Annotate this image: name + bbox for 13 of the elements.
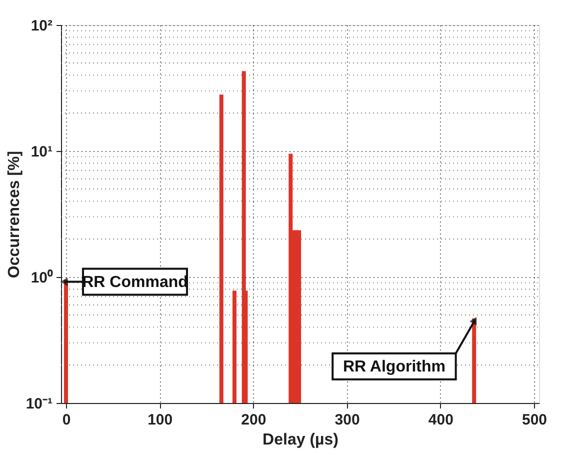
annotation: RR Algorithm <box>342 358 446 376</box>
x-tick-label: 200 <box>241 412 266 428</box>
y-tick-label: 10⁻¹ <box>26 396 52 412</box>
y-axis-title: Occurrences [%] <box>6 150 23 278</box>
y-tick-label: 10⁰ <box>30 268 54 286</box>
x-tick-label: 0 <box>62 412 71 428</box>
x-tick-label: 300 <box>334 412 360 428</box>
y-tick-label: 10¹ <box>30 144 52 160</box>
y-tick-label: 10² <box>30 18 52 34</box>
x-tick-label: 100 <box>148 412 173 428</box>
x-axis-title: Delay (µs) <box>262 432 338 448</box>
x-tick-label: 400 <box>428 412 454 428</box>
x-tick-label: 500 <box>522 412 548 428</box>
